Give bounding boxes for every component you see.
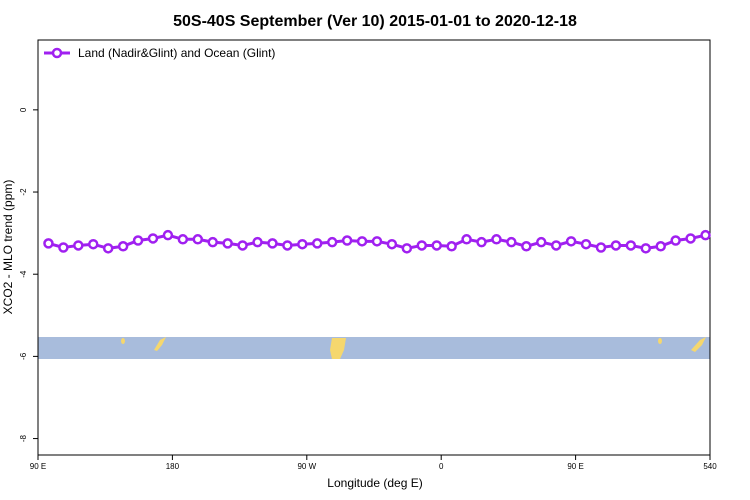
point bbox=[595, 242, 607, 253]
legend-label: Land (Nadir&Glint) and Ocean (Glint) bbox=[78, 46, 275, 60]
point bbox=[73, 240, 84, 251]
plot-frame bbox=[37, 39, 711, 456]
point bbox=[132, 235, 144, 246]
point bbox=[88, 238, 99, 250]
point bbox=[685, 233, 696, 244]
point bbox=[341, 235, 353, 246]
y-tick-label: -8 bbox=[19, 434, 28, 442]
x-axis-label: Longitude (deg E) bbox=[327, 476, 422, 490]
land-patch bbox=[154, 337, 166, 351]
land-patch bbox=[691, 337, 706, 352]
point bbox=[356, 236, 368, 247]
chart-title: 50S-40S September (Ver 10) 2015-01-01 to… bbox=[173, 13, 577, 30]
land-patch bbox=[658, 338, 662, 344]
point bbox=[102, 243, 114, 254]
y-tick-label: -6 bbox=[19, 352, 28, 360]
point bbox=[476, 236, 487, 248]
point bbox=[252, 236, 263, 248]
point bbox=[222, 238, 233, 249]
point bbox=[521, 241, 532, 252]
point bbox=[640, 243, 652, 254]
point bbox=[117, 241, 129, 252]
point bbox=[655, 241, 666, 252]
point bbox=[700, 229, 711, 241]
point bbox=[431, 240, 442, 251]
x-tick-label: 180 bbox=[166, 462, 180, 471]
point bbox=[326, 236, 338, 248]
point bbox=[312, 238, 323, 249]
point bbox=[177, 234, 189, 245]
point bbox=[297, 238, 308, 250]
point bbox=[565, 236, 577, 247]
point bbox=[147, 233, 159, 244]
point bbox=[282, 240, 293, 251]
point bbox=[625, 240, 637, 251]
point bbox=[401, 243, 413, 254]
point bbox=[192, 234, 204, 245]
y-tick-label: 0 bbox=[19, 107, 28, 112]
x-tick-label: 90 E bbox=[567, 462, 583, 471]
point bbox=[491, 234, 502, 245]
x-tick-label: 90 W bbox=[297, 462, 316, 471]
point bbox=[58, 242, 69, 253]
point bbox=[670, 235, 681, 246]
point bbox=[536, 236, 547, 248]
point bbox=[610, 240, 622, 251]
ocean-band bbox=[38, 337, 710, 359]
point bbox=[371, 236, 383, 247]
point bbox=[207, 236, 218, 248]
point bbox=[43, 238, 54, 249]
land-patch bbox=[121, 338, 125, 344]
y-tick-label: -4 bbox=[19, 270, 28, 278]
land-patch bbox=[330, 338, 346, 359]
point bbox=[506, 236, 517, 248]
x-tick-label: 90 E bbox=[30, 462, 46, 471]
point bbox=[416, 240, 428, 251]
point bbox=[461, 234, 472, 245]
x-tick-label: 0 bbox=[439, 462, 444, 471]
point bbox=[162, 229, 174, 241]
point bbox=[580, 238, 592, 250]
land-ocean-strip bbox=[38, 337, 710, 359]
x-tick-label: 540 bbox=[703, 462, 717, 471]
point bbox=[386, 238, 398, 250]
point bbox=[267, 238, 278, 249]
y-axis-label: XCO2 - MLO trend (ppm) bbox=[1, 180, 15, 315]
legend-marker bbox=[51, 47, 63, 59]
y-tick-label: -2 bbox=[19, 188, 28, 196]
point bbox=[446, 241, 457, 252]
point bbox=[237, 240, 248, 251]
point bbox=[550, 240, 562, 251]
